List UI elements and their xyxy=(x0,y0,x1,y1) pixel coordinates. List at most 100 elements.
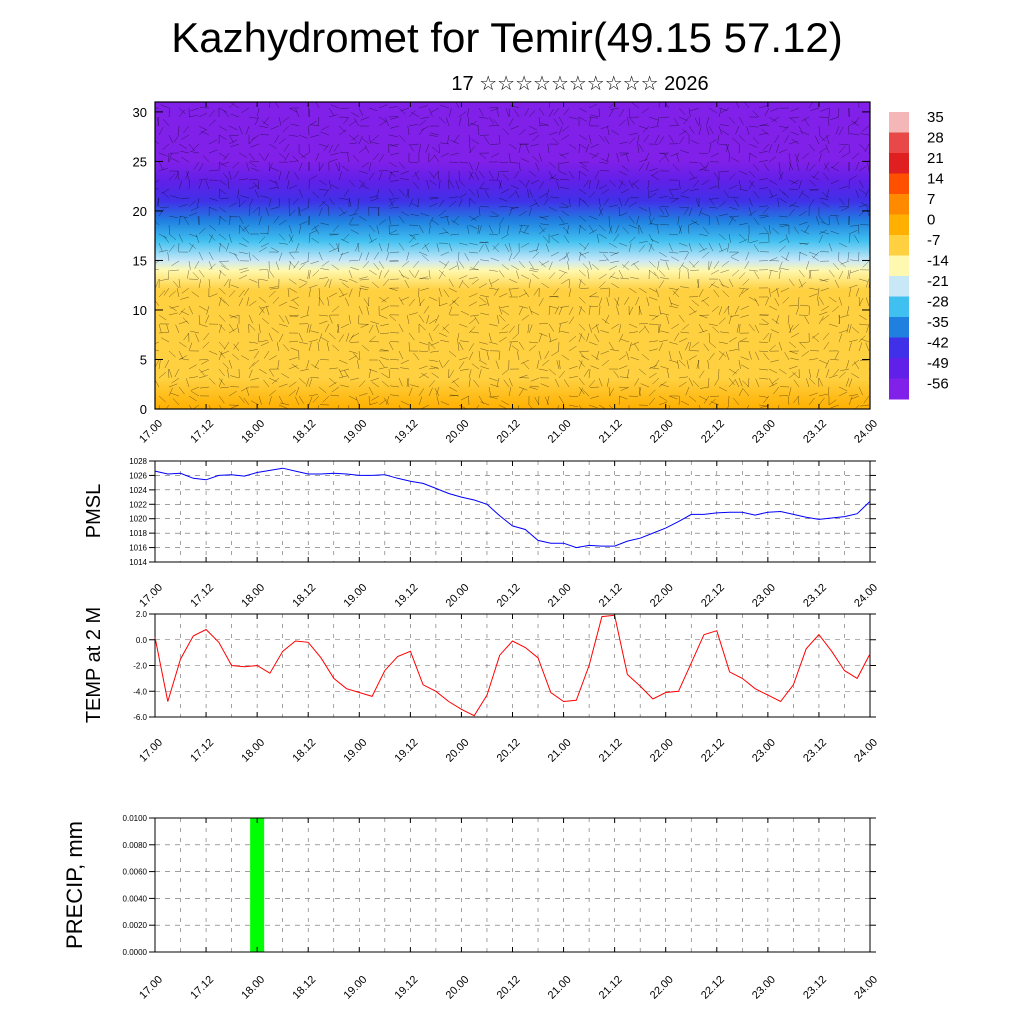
wind-barb xyxy=(268,269,275,278)
x-tick-label: 17.12 xyxy=(188,737,216,765)
wind-barb xyxy=(260,242,270,248)
wind-barb xyxy=(536,242,540,252)
wind-barb xyxy=(408,123,418,127)
wind-barb xyxy=(818,153,822,163)
wind-barb xyxy=(442,227,450,235)
wind-barb xyxy=(658,195,668,199)
wind-barb xyxy=(508,287,512,297)
wind-barb xyxy=(368,107,378,112)
wind-barb xyxy=(498,305,503,315)
wind-barb xyxy=(828,269,835,278)
wind-barb xyxy=(318,179,327,186)
wind-barb xyxy=(664,102,670,109)
wind-barb xyxy=(420,287,430,291)
wind-barb xyxy=(476,189,480,199)
wind-barb xyxy=(689,269,700,271)
wind-barb xyxy=(670,302,680,307)
temp2m-grid xyxy=(154,613,871,718)
wind-barb xyxy=(658,269,666,277)
wind-barb xyxy=(768,270,772,280)
wind-barb xyxy=(588,323,593,333)
wind-barb xyxy=(198,269,205,278)
x-tick-label: 23.00 xyxy=(750,974,778,1002)
wind-barb xyxy=(336,243,340,253)
wind-barb xyxy=(720,170,730,173)
wind-barb xyxy=(408,269,415,278)
wind-barb xyxy=(664,207,670,217)
wind-barb xyxy=(818,377,820,388)
wind-barb xyxy=(858,314,867,321)
wind-barb xyxy=(398,134,406,142)
wind-barb xyxy=(344,370,350,379)
wind-barb xyxy=(411,112,420,118)
wind-barb xyxy=(580,251,590,256)
wind-barb xyxy=(300,206,310,212)
wind-barb xyxy=(579,350,590,353)
wind-barb xyxy=(278,233,286,241)
wind-barb xyxy=(192,272,200,280)
wind-barb xyxy=(778,261,783,271)
wind-barb xyxy=(447,134,450,144)
wind-barb xyxy=(838,206,849,208)
wind-barb xyxy=(788,201,797,208)
wind-barb xyxy=(168,305,177,312)
temp2m-panel: 2.00.0-2.0-4.0-6.0 17.00 17.12 18.00 18.12 1… xyxy=(83,607,880,765)
wind-barb xyxy=(808,377,816,385)
wind-barb xyxy=(474,316,480,325)
wind-barb xyxy=(838,126,844,136)
wind-barb xyxy=(177,171,180,181)
wind-barb xyxy=(638,368,647,375)
wind-barb xyxy=(708,197,715,206)
wind-barb xyxy=(483,136,490,145)
wind-barb xyxy=(428,318,437,325)
wind-barb xyxy=(312,191,320,199)
wind-barb xyxy=(158,404,160,409)
wind-barb xyxy=(848,284,858,289)
wind-barb xyxy=(618,180,624,190)
wind-barb xyxy=(738,377,743,387)
wind-barb xyxy=(688,107,691,117)
wind-barb xyxy=(311,237,320,244)
wind-barb xyxy=(763,226,770,235)
wind-barb xyxy=(648,348,658,352)
wind-barb xyxy=(658,342,663,352)
wind-barb xyxy=(430,365,440,370)
wind-barb xyxy=(281,373,290,379)
wind-barb xyxy=(288,184,298,190)
wind-barb xyxy=(578,359,585,368)
wind-barb xyxy=(298,206,301,216)
wind-barb xyxy=(538,215,548,221)
wind-barb xyxy=(758,187,768,190)
wind-barb xyxy=(458,361,465,370)
wind-barb xyxy=(548,108,554,118)
wind-barb xyxy=(637,144,640,154)
wind-barb xyxy=(348,355,357,361)
wind-barb xyxy=(240,269,250,274)
wind-barb xyxy=(418,224,424,234)
wind-barb xyxy=(157,197,160,208)
wind-barb xyxy=(620,338,630,343)
wind-barb xyxy=(541,282,550,289)
wind-barb xyxy=(538,224,545,233)
wind-barb xyxy=(410,213,420,217)
wind-barb xyxy=(847,269,850,279)
wind-barb xyxy=(350,229,360,235)
wind-barb xyxy=(758,260,769,262)
wind-barb xyxy=(608,272,616,280)
wind-barb xyxy=(535,162,540,172)
wind-barb xyxy=(698,116,701,126)
wind-barb xyxy=(741,287,750,294)
wind-barb xyxy=(688,170,695,179)
wind-barb xyxy=(428,387,433,397)
wind-barb xyxy=(308,284,318,289)
wind-barb xyxy=(527,323,530,333)
wind-barb xyxy=(530,310,540,316)
wind-barb xyxy=(730,196,740,199)
wind-barb xyxy=(378,260,385,269)
wind-barb xyxy=(543,197,550,206)
x-tick-label: 18.00 xyxy=(239,974,267,1002)
wind-barb xyxy=(248,251,251,261)
wind-barb xyxy=(322,395,330,403)
wind-barb xyxy=(288,365,298,370)
wind-barb xyxy=(660,383,670,388)
